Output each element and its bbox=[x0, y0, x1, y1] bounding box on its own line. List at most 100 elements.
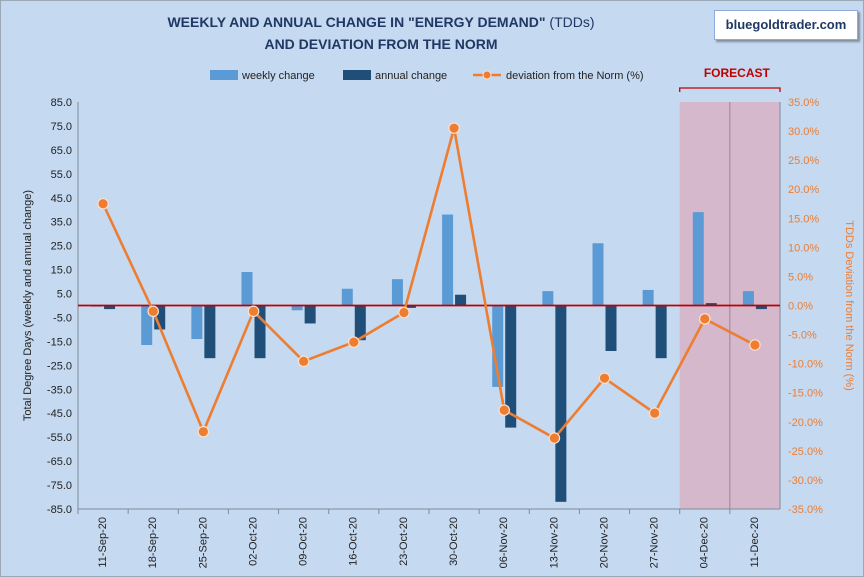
chart-subtitle: AND DEVIATION FROM THE NORM bbox=[264, 36, 498, 52]
legend-label-weekly: weekly change bbox=[241, 70, 315, 82]
bar-weekly-change bbox=[391, 279, 403, 306]
y-left-tick-label: -55.0 bbox=[47, 432, 72, 444]
y-left-tick-label: 5.0 bbox=[57, 289, 72, 301]
deviation-line bbox=[101, 126, 756, 440]
bar-annual-change bbox=[154, 305, 166, 330]
y-right-tick-label: -5.0% bbox=[788, 330, 817, 342]
forecast-label: FORECAST bbox=[704, 66, 771, 80]
y-left-tick-label: 55.0 bbox=[51, 169, 72, 181]
y-left-tick-label: 45.0 bbox=[51, 193, 72, 205]
deviation-point bbox=[147, 305, 160, 318]
y-left-tick-label: 85.0 bbox=[51, 97, 72, 109]
y-right-tick-label: -35.0% bbox=[788, 504, 823, 516]
y-left-tick-label: -5.0 bbox=[53, 312, 72, 324]
x-tick-label: 02-Oct-20 bbox=[247, 517, 259, 566]
deviation-point bbox=[548, 432, 561, 444]
bar-weekly-change bbox=[692, 212, 704, 306]
bar-annual-change bbox=[555, 305, 567, 502]
y-left-tick-label: -75.0 bbox=[47, 480, 72, 492]
y-left-tick-label: 15.0 bbox=[51, 265, 72, 277]
deviation-point bbox=[297, 355, 310, 368]
y-right-axis-title: TDDs Deviation from the Norm (%) bbox=[843, 220, 855, 391]
x-tick-label: 18-Sep-20 bbox=[147, 517, 159, 568]
chart-title-suffix: (TDDs) bbox=[545, 14, 595, 30]
bar-annual-change bbox=[254, 305, 266, 359]
bar-weekly-change bbox=[542, 291, 554, 306]
y-right-tick-label: -25.0% bbox=[788, 446, 823, 458]
y-left-tick-label: -65.0 bbox=[47, 456, 72, 468]
deviation-point bbox=[448, 122, 460, 134]
bar-annual-change bbox=[455, 294, 467, 306]
y-right-tick-label: 30.0% bbox=[788, 126, 819, 138]
y-right-tick-label: 25.0% bbox=[788, 155, 819, 167]
y-left-tick-label: -25.0 bbox=[47, 360, 72, 372]
bar-annual-change bbox=[505, 305, 517, 428]
y-left-axis-title: Total Degree Days (weekly and annual cha… bbox=[22, 190, 34, 421]
deviation-point bbox=[398, 306, 410, 319]
y-right-tick-label: 20.0% bbox=[788, 184, 819, 196]
legend-swatch-weekly bbox=[210, 70, 238, 80]
y-left-tick-label: 35.0 bbox=[51, 217, 72, 229]
x-tick-label: 23-Oct-20 bbox=[398, 517, 410, 566]
deviation-point bbox=[498, 404, 511, 416]
bar-annual-change bbox=[104, 305, 116, 310]
chart-title-main: WEEKLY AND ANNUAL CHANGE IN "ENERGY DEMA… bbox=[167, 14, 546, 30]
bar-weekly-change bbox=[241, 271, 253, 306]
bar-annual-change bbox=[204, 305, 216, 359]
legend-label-deviation: deviation from the Norm (%) bbox=[506, 70, 644, 82]
y-right-tick-label: 0.0% bbox=[788, 301, 813, 313]
bar-weekly-change bbox=[442, 214, 454, 306]
bar-annual-change bbox=[655, 305, 667, 359]
legend-marker-deviation bbox=[482, 70, 492, 80]
deviation-point bbox=[749, 339, 761, 351]
legend-swatch-annual bbox=[343, 70, 371, 80]
x-tick-label: 25-Sep-20 bbox=[197, 517, 209, 568]
x-tick-label: 11-Dec-20 bbox=[749, 517, 761, 568]
deviation-point bbox=[247, 305, 260, 318]
x-tick-label: 27-Nov-20 bbox=[649, 517, 661, 568]
x-tick-label: 11-Sep-20 bbox=[97, 517, 109, 568]
x-tick-label: 13-Nov-20 bbox=[548, 517, 560, 568]
y-left-tick-label: -35.0 bbox=[47, 384, 72, 396]
bar-weekly-change bbox=[642, 289, 654, 306]
bar-weekly-change bbox=[191, 305, 203, 340]
bar-annual-change bbox=[354, 305, 366, 341]
y-right-tick-label: 5.0% bbox=[788, 271, 813, 283]
y-right-tick-label: 10.0% bbox=[788, 242, 819, 254]
deviation-point bbox=[598, 372, 611, 384]
bar-annual-change bbox=[304, 305, 316, 324]
deviation-point bbox=[347, 336, 360, 348]
y-left-tick-label: -15.0 bbox=[47, 336, 72, 348]
x-tick-label: 16-Oct-20 bbox=[348, 517, 360, 566]
y-right-tick-label: 35.0% bbox=[788, 97, 819, 109]
y-left-tick-label: -85.0 bbox=[47, 504, 72, 516]
y-right-tick-label: -15.0% bbox=[788, 388, 823, 400]
bar-annual-change bbox=[755, 305, 767, 310]
y-left-tick-label: 75.0 bbox=[51, 121, 72, 133]
chart-title: WEEKLY AND ANNUAL CHANGE IN "ENERGY DEMA… bbox=[1, 14, 761, 30]
bar-weekly-change bbox=[141, 305, 153, 346]
deviation-point bbox=[97, 197, 109, 210]
bar-annual-change bbox=[605, 305, 617, 351]
y-right-tick-label: -30.0% bbox=[788, 475, 823, 487]
y-right-tick-label: 15.0% bbox=[788, 213, 819, 225]
y-right-tick-label: -20.0% bbox=[788, 417, 823, 429]
x-tick-label: 30-Oct-20 bbox=[448, 517, 460, 566]
forecast-bracket bbox=[679, 87, 781, 92]
bar-weekly-change bbox=[592, 243, 604, 306]
bar-weekly-change bbox=[341, 288, 353, 306]
x-tick-label: 04-Dec-20 bbox=[699, 517, 711, 568]
bar-weekly-change bbox=[742, 291, 754, 306]
x-tick-label: 09-Oct-20 bbox=[298, 517, 310, 566]
legend-label-annual: annual change bbox=[375, 70, 447, 82]
brand-logo-box: bluegoldtrader.com bbox=[714, 10, 858, 40]
y-left-tick-label: -45.0 bbox=[47, 408, 72, 420]
x-tick-label: 20-Nov-20 bbox=[598, 517, 610, 568]
deviation-point bbox=[197, 425, 210, 438]
bar-weekly-change bbox=[291, 305, 303, 311]
x-tick-label: 06-Nov-20 bbox=[498, 517, 510, 568]
bar-annual-change bbox=[404, 305, 416, 308]
bar-weekly-change bbox=[492, 305, 504, 387]
